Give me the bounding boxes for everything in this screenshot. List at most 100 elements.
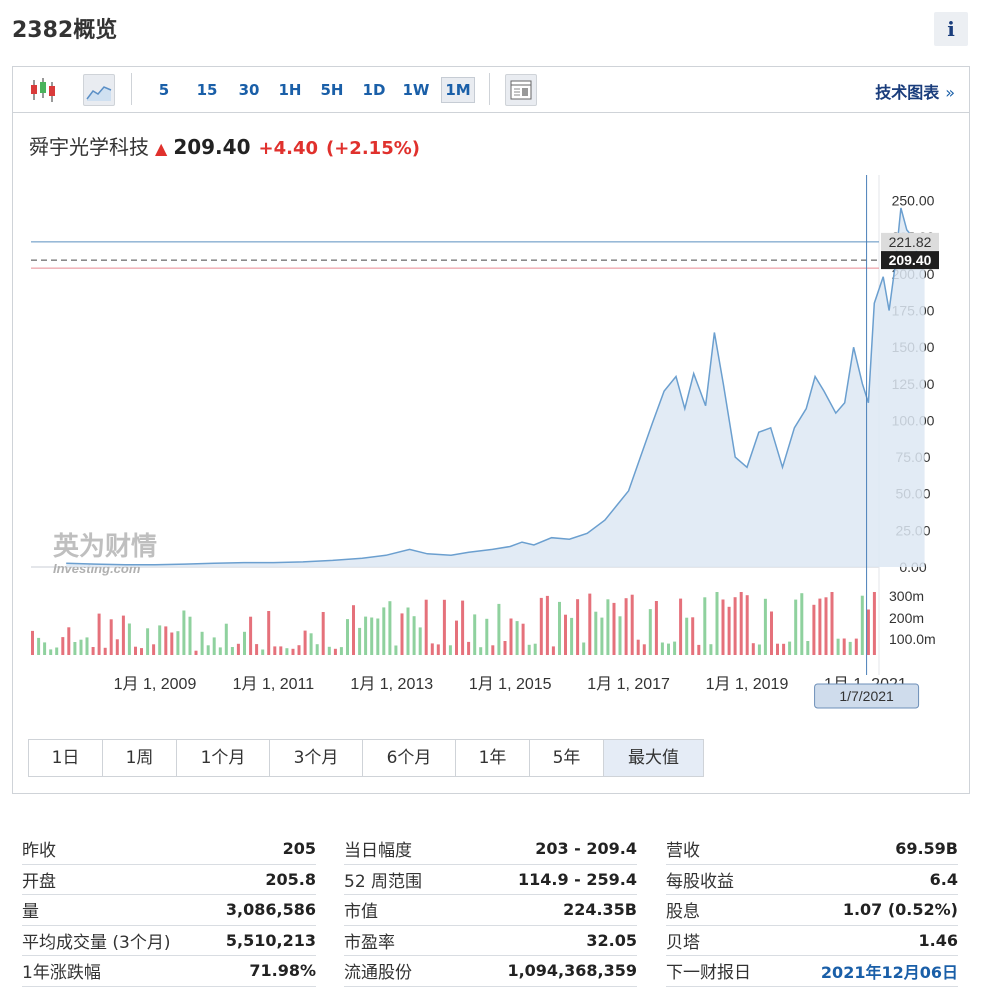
volume-bar: [424, 599, 428, 655]
stat-row: 量 3,086,586: [22, 895, 316, 926]
volume-bar: [158, 625, 162, 655]
timeframe-5h[interactable]: 5H: [320, 81, 344, 99]
volume-bar: [321, 612, 325, 655]
volume-bar: [848, 641, 852, 655]
volume-bar: [152, 644, 156, 655]
range-1y[interactable]: 1年: [455, 739, 530, 777]
volume-bar: [333, 648, 337, 655]
current-price-label-bg: [881, 251, 939, 270]
technical-chart-label: 技术图表: [875, 83, 940, 102]
candlestick-chart-icon[interactable]: [27, 74, 59, 106]
volume-bar: [79, 639, 83, 655]
volume-bar: [43, 642, 47, 655]
table-view-icon[interactable]: [505, 74, 537, 106]
last-price: 209.40: [173, 135, 251, 159]
range-5y[interactable]: 5年: [529, 739, 604, 777]
range-1m[interactable]: 1个月: [176, 739, 270, 777]
next-earnings-link[interactable]: 2021年12月06日: [820, 962, 958, 982]
range-3m[interactable]: 3个月: [269, 739, 363, 777]
volume-bar: [200, 631, 204, 655]
volume-bar: [285, 648, 289, 655]
volume-tick-label: 100.0m: [889, 631, 936, 647]
volume-bar: [243, 631, 246, 655]
volume-bar: [49, 649, 53, 655]
stat-row: 股息 1.07 (0.52%): [666, 895, 958, 926]
volume-bar: [315, 644, 319, 655]
range-6m[interactable]: 6个月: [362, 739, 456, 777]
volume-bar: [352, 605, 355, 655]
volume-bar: [267, 611, 271, 655]
volume-bar: [794, 599, 798, 655]
stat-row: 市值 224.35B: [344, 895, 637, 926]
stats-column-1: 昨收 205 开盘 205.8 量 3,086,586 平均成交量 (3个月) 5,51…: [22, 834, 316, 987]
price-chart[interactable]: 250.00225.00200.00175.00150.00125.00100.…: [13, 175, 969, 715]
stat-row: 开盘 205.8: [22, 865, 316, 895]
timeframe-5[interactable]: 5: [158, 81, 170, 99]
x-tick-label: 1月 1, 2015: [469, 676, 552, 693]
stat-row: 1年涨跌幅 71.98%: [22, 956, 316, 987]
timeframe-1m[interactable]: 1M: [441, 77, 475, 103]
volume-bar: [776, 643, 779, 655]
volume-bar: [727, 606, 731, 655]
volume-bar: [673, 641, 677, 655]
volume-bar: [782, 643, 786, 655]
price-area-fill: [66, 207, 925, 567]
high-price-label-bg: [881, 232, 939, 251]
volume-bar: [612, 602, 616, 655]
stat-row: 每股收益 6.4: [666, 865, 958, 895]
volume-bar: [818, 598, 822, 655]
stat-row: 市盈率 32.05: [344, 926, 637, 956]
volume-bar: [503, 641, 507, 655]
volume-bar: [170, 632, 174, 655]
volume-bar: [806, 641, 810, 655]
volume-bar: [400, 613, 404, 655]
volume-bar: [824, 597, 828, 655]
volume-bar: [654, 601, 658, 655]
volume-bar: [406, 607, 410, 655]
volume-bar: [188, 616, 192, 655]
stat-row: 当日幅度 203 - 209.4: [344, 834, 637, 865]
chart-toolbar: 5 15 30 1H 5H 1D 1W 1M 技术图表 »: [13, 67, 969, 113]
timeframe-1w[interactable]: 1W: [402, 81, 430, 99]
up-arrow-icon: ▲: [155, 139, 168, 158]
volume-bar: [127, 623, 131, 655]
volume-bar: [261, 649, 265, 655]
stat-row: 贝塔 1.46: [666, 926, 958, 956]
volume-bar: [297, 645, 301, 655]
volume-bar: [358, 627, 362, 655]
volume-bar: [182, 610, 186, 655]
volume-bar: [273, 646, 277, 655]
x-tick-label: 1月 1, 2017: [587, 676, 670, 693]
volume-bar: [570, 617, 574, 655]
range-1w[interactable]: 1周: [102, 739, 177, 777]
volume-bar: [788, 641, 792, 655]
volume-bar: [236, 643, 240, 655]
range-max[interactable]: 最大值: [603, 739, 704, 777]
crosshair-date-box: [814, 683, 920, 709]
volume-bar: [376, 618, 380, 655]
timeframe-1h[interactable]: 1H: [278, 81, 302, 99]
quote-header: 舜宇光学科技 ▲ 209.40 +4.40 (+2.15%): [29, 131, 420, 160]
timeframe-30[interactable]: 30: [238, 81, 260, 99]
volume-bar: [630, 594, 634, 655]
info-button[interactable]: i: [934, 12, 968, 46]
line-chart-icon[interactable]: [83, 74, 115, 106]
chart-panel: 5 15 30 1H 5H 1D 1W 1M 技术图表 » 舜宇光学科技 ▲ 209.…: [12, 66, 970, 794]
volume-bar: [121, 615, 125, 655]
technical-chart-link[interactable]: 技术图表 »: [875, 79, 955, 103]
volume-bar: [461, 600, 465, 655]
volume-bar: [582, 642, 586, 655]
timeframe-15[interactable]: 15: [196, 81, 218, 99]
x-tick-label: 1月 1, 2013: [350, 676, 433, 693]
volume-bar: [842, 638, 846, 655]
timeframe-1d[interactable]: 1D: [362, 81, 386, 99]
range-1d[interactable]: 1日: [28, 739, 103, 777]
volume-bar: [836, 638, 840, 655]
volume-bar: [467, 641, 471, 655]
volume-bar: [636, 639, 640, 655]
volume-bar: [770, 611, 773, 655]
volume-bar: [648, 609, 652, 655]
volume-bar: [103, 647, 107, 655]
volume-bar: [479, 647, 483, 655]
volume-bar: [85, 637, 89, 655]
